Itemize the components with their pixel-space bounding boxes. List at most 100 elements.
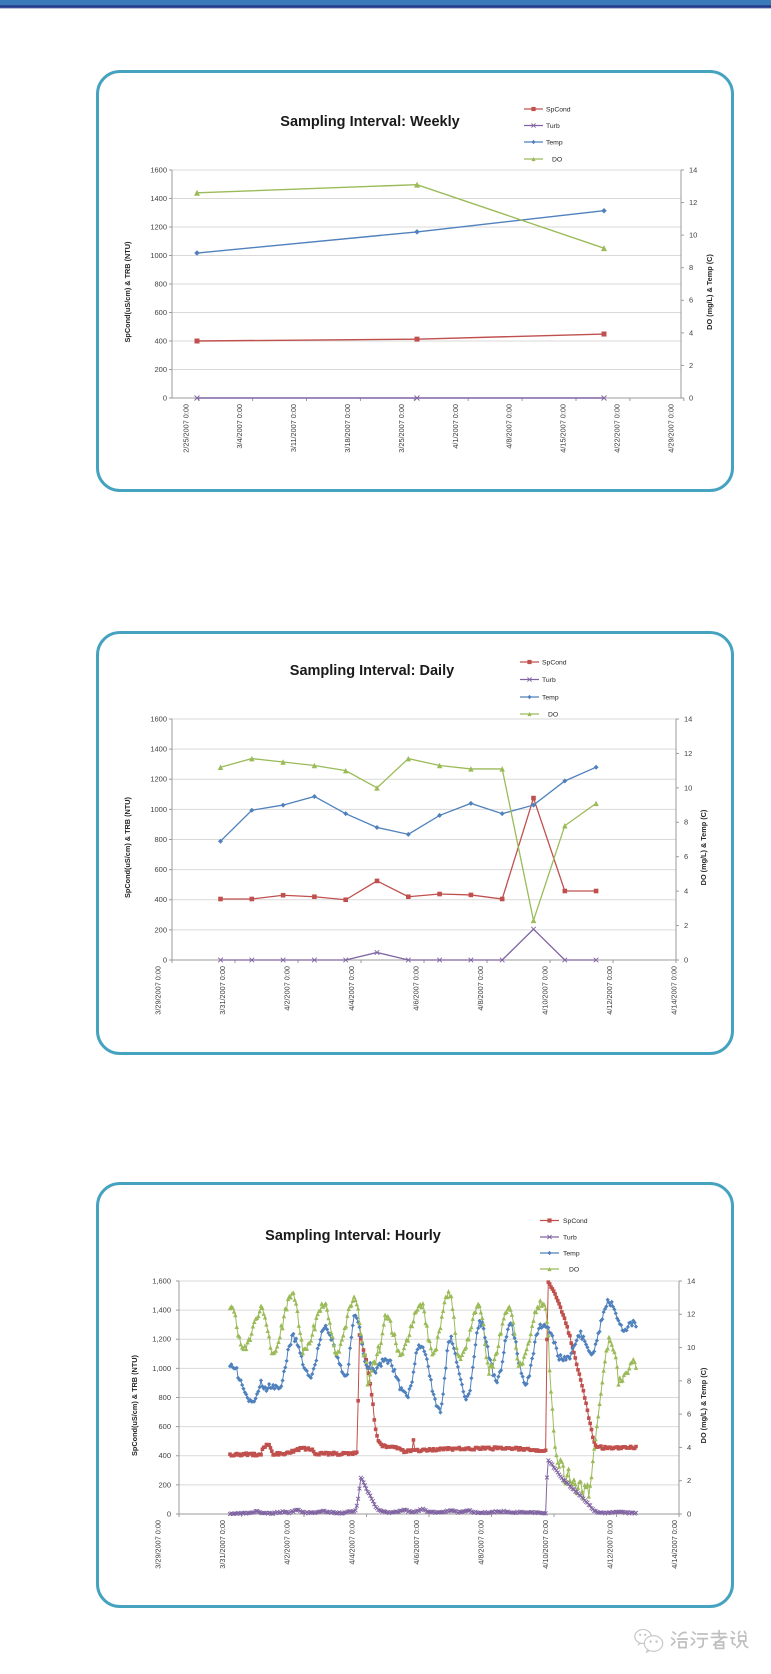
- svg-text:3/31/2007 0:00: 3/31/2007 0:00: [218, 966, 227, 1015]
- svg-text:Temp: Temp: [563, 1250, 580, 1257]
- svg-text:4/2/2007 0:00: 4/2/2007 0:00: [283, 1520, 292, 1565]
- svg-text:Sampling Interval: Weekly: Sampling Interval: Weekly: [280, 114, 459, 130]
- svg-text:DO: DO: [569, 1266, 579, 1273]
- svg-text:10: 10: [687, 1343, 695, 1352]
- svg-text:6: 6: [687, 1410, 691, 1419]
- svg-text:8: 8: [684, 818, 688, 827]
- svg-text:Sampling Interval: Hourly: Sampling Interval: Hourly: [265, 1228, 441, 1244]
- svg-text:4/10/2007 0:00: 4/10/2007 0:00: [541, 966, 550, 1015]
- svg-text:800: 800: [154, 835, 167, 844]
- svg-text:4/1/2007 0:00: 4/1/2007 0:00: [451, 404, 460, 449]
- svg-text:10: 10: [689, 231, 697, 240]
- svg-text:3/18/2007 0:00: 3/18/2007 0:00: [343, 404, 352, 453]
- svg-text:4/2/2007 0:00: 4/2/2007 0:00: [283, 966, 292, 1011]
- svg-text:0: 0: [684, 955, 688, 964]
- svg-text:0: 0: [167, 1509, 171, 1518]
- svg-text:1600: 1600: [150, 165, 167, 174]
- svg-text:600: 600: [154, 308, 167, 317]
- svg-text:3/31/2007 0:00: 3/31/2007 0:00: [218, 1520, 227, 1569]
- svg-text:4: 4: [689, 328, 693, 337]
- svg-text:DO (mg/L) & Temp (C): DO (mg/L) & Temp (C): [699, 1367, 708, 1443]
- svg-text:6: 6: [684, 852, 688, 861]
- svg-text:SpCond: SpCond: [563, 1218, 588, 1225]
- svg-text:Temp: Temp: [542, 694, 559, 701]
- svg-text:6: 6: [689, 296, 693, 305]
- svg-text:1600: 1600: [150, 714, 167, 723]
- svg-text:400: 400: [154, 336, 167, 345]
- svg-text:3/29/2007 0:00: 3/29/2007 0:00: [154, 1520, 163, 1569]
- svg-text:4: 4: [684, 887, 688, 896]
- svg-text:4/8/2007 0:00: 4/8/2007 0:00: [476, 1520, 485, 1565]
- svg-text:4/8/2007 0:00: 4/8/2007 0:00: [505, 404, 514, 449]
- svg-text:0: 0: [163, 955, 167, 964]
- svg-text:4/4/2007 0:00: 4/4/2007 0:00: [347, 966, 356, 1011]
- svg-text:DO (mg/L) & Temp (C): DO (mg/L) & Temp (C): [699, 809, 708, 885]
- svg-text:600: 600: [154, 865, 167, 874]
- svg-text:12: 12: [689, 198, 697, 207]
- svg-text:4/29/2007 0:00: 4/29/2007 0:00: [666, 404, 675, 453]
- svg-text:4/14/2007 0:00: 4/14/2007 0:00: [670, 966, 679, 1015]
- svg-text:4/15/2007 0:00: 4/15/2007 0:00: [559, 404, 568, 453]
- svg-text:2: 2: [689, 361, 693, 370]
- svg-text:200: 200: [154, 925, 167, 934]
- svg-text:3/4/2007 0:00: 3/4/2007 0:00: [235, 404, 244, 449]
- svg-text:10: 10: [684, 783, 692, 792]
- svg-text:4/12/2007 0:00: 4/12/2007 0:00: [605, 966, 614, 1015]
- svg-text:1200: 1200: [150, 775, 167, 784]
- svg-text:Sampling Interval: Daily: Sampling Interval: Daily: [290, 663, 454, 679]
- svg-text:4/4/2007 0:00: 4/4/2007 0:00: [347, 1520, 356, 1565]
- svg-text:SpCond(uS/cm) & TRB (NTU): SpCond(uS/cm) & TRB (NTU): [123, 241, 132, 342]
- svg-text:DO (mg/L) & Temp (C): DO (mg/L) & Temp (C): [705, 254, 714, 330]
- svg-text:2: 2: [687, 1476, 691, 1485]
- svg-text:Temp: Temp: [546, 139, 563, 146]
- svg-text:1200: 1200: [150, 222, 167, 231]
- svg-text:4/6/2007 0:00: 4/6/2007 0:00: [412, 1520, 421, 1565]
- svg-text:4: 4: [687, 1443, 691, 1452]
- svg-text:1,400: 1,400: [152, 1306, 171, 1315]
- svg-text:4/8/2007 0:00: 4/8/2007 0:00: [476, 966, 485, 1011]
- svg-text:1400: 1400: [150, 194, 167, 203]
- svg-text:200: 200: [154, 365, 167, 374]
- svg-text:SpCond: SpCond: [546, 106, 571, 113]
- svg-text:1000: 1000: [150, 251, 167, 260]
- svg-text:1,200: 1,200: [152, 1335, 171, 1344]
- svg-text:14: 14: [689, 165, 697, 174]
- svg-text:8: 8: [687, 1376, 691, 1385]
- svg-text:200: 200: [158, 1480, 171, 1489]
- svg-text:DO: DO: [548, 711, 558, 718]
- svg-text:600: 600: [158, 1422, 171, 1431]
- svg-text:0: 0: [163, 393, 167, 402]
- svg-text:1400: 1400: [150, 745, 167, 754]
- svg-text:8: 8: [689, 263, 693, 272]
- svg-text:SpCond: SpCond: [542, 659, 567, 666]
- svg-text:12: 12: [684, 749, 692, 758]
- svg-text:800: 800: [158, 1393, 171, 1402]
- svg-text:SpCond(uS/cm) & TRB (NTU): SpCond(uS/cm) & TRB (NTU): [130, 1354, 139, 1455]
- svg-text:3/11/2007 0:00: 3/11/2007 0:00: [289, 404, 298, 452]
- svg-text:4/12/2007 0:00: 4/12/2007 0:00: [606, 1520, 615, 1569]
- svg-text:1,600: 1,600: [152, 1276, 171, 1285]
- svg-text:1000: 1000: [150, 805, 167, 814]
- svg-text:2: 2: [684, 921, 688, 930]
- svg-text:Turb: Turb: [542, 677, 556, 684]
- svg-text:14: 14: [684, 714, 692, 723]
- svg-text:4/6/2007 0:00: 4/6/2007 0:00: [412, 966, 421, 1011]
- svg-text:0: 0: [687, 1509, 691, 1518]
- svg-text:3/29/2007 0:00: 3/29/2007 0:00: [154, 966, 163, 1015]
- svg-text:Turb: Turb: [546, 123, 560, 130]
- svg-text:12: 12: [687, 1310, 695, 1319]
- svg-text:4/10/2007 0:00: 4/10/2007 0:00: [541, 1520, 550, 1569]
- svg-text:400: 400: [154, 895, 167, 904]
- svg-text:14: 14: [687, 1276, 695, 1285]
- svg-text:Turb: Turb: [563, 1234, 577, 1241]
- svg-text:3/25/2007 0:00: 3/25/2007 0:00: [397, 404, 406, 453]
- svg-text:1,000: 1,000: [152, 1364, 171, 1373]
- svg-text:800: 800: [154, 279, 167, 288]
- svg-text:0: 0: [689, 393, 693, 402]
- svg-text:2/25/2007 0:00: 2/25/2007 0:00: [181, 404, 190, 453]
- svg-text:SpCond(uS/cm) & TRB (NTU): SpCond(uS/cm) & TRB (NTU): [123, 796, 132, 897]
- svg-text:4/14/2007 0:00: 4/14/2007 0:00: [670, 1520, 679, 1569]
- svg-text:DO: DO: [552, 156, 562, 163]
- svg-text:400: 400: [158, 1451, 171, 1460]
- svg-text:4/22/2007 0:00: 4/22/2007 0:00: [613, 404, 622, 453]
